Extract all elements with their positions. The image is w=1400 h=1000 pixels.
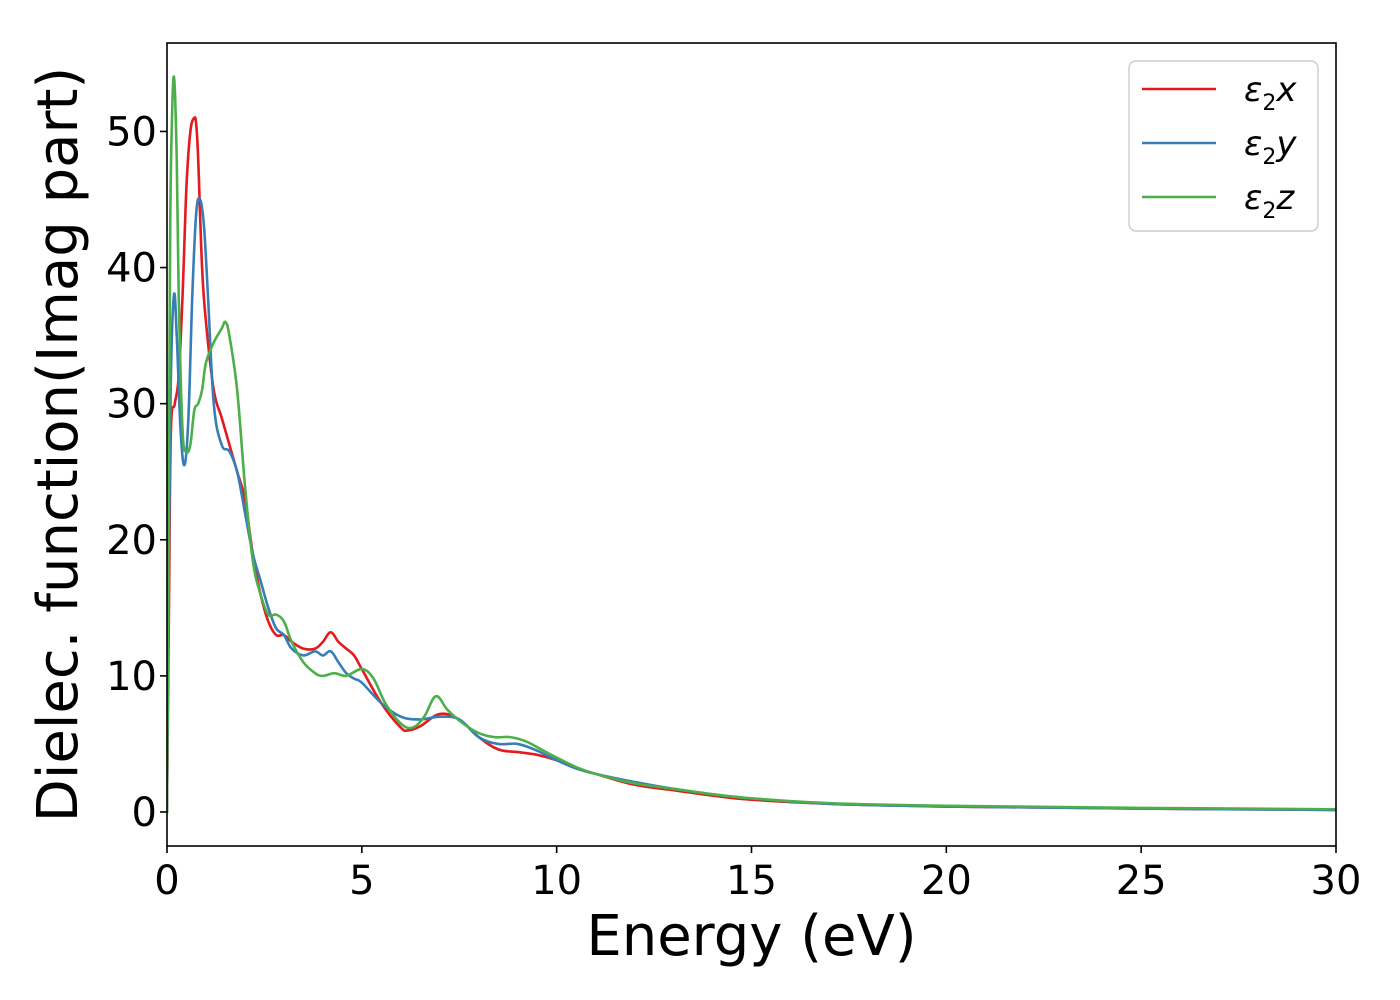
legend-label-x: ε2x	[1244, 70, 1297, 116]
legend-label-y: ε2y	[1244, 124, 1297, 170]
legend: ε2x ε2y ε2z	[1128, 60, 1319, 232]
legend-box	[1128, 60, 1319, 232]
x-axis-label: Energy (eV)	[586, 904, 916, 969]
x-tick-label: 10	[531, 858, 582, 904]
legend-label-z: ε2z	[1244, 178, 1295, 224]
x-tick-label: 30	[1311, 858, 1362, 904]
y-tick-label: 40	[106, 246, 157, 292]
series-layer	[167, 75, 1336, 814]
x-tick-label: 20	[921, 858, 972, 904]
x-axis-ticks: 0 5 10 15 20 25 30	[154, 846, 1361, 904]
y-axis-label: Dielec. function(Imag part)	[26, 67, 91, 823]
x-tick-label: 25	[1116, 858, 1167, 904]
x-tick-label: 15	[726, 858, 777, 904]
y-tick-label: 30	[106, 382, 157, 428]
y-tick-label: 20	[106, 518, 157, 564]
y-tick-label: 0	[132, 790, 157, 836]
y-tick-label: 10	[106, 654, 157, 700]
x-tick-label: 5	[349, 858, 374, 904]
series-line-z	[167, 75, 1336, 814]
x-tick-label: 0	[154, 858, 179, 904]
y-axis-ticks: 0 10 20 30 40 50	[106, 109, 167, 836]
y-tick-label: 50	[106, 109, 157, 155]
